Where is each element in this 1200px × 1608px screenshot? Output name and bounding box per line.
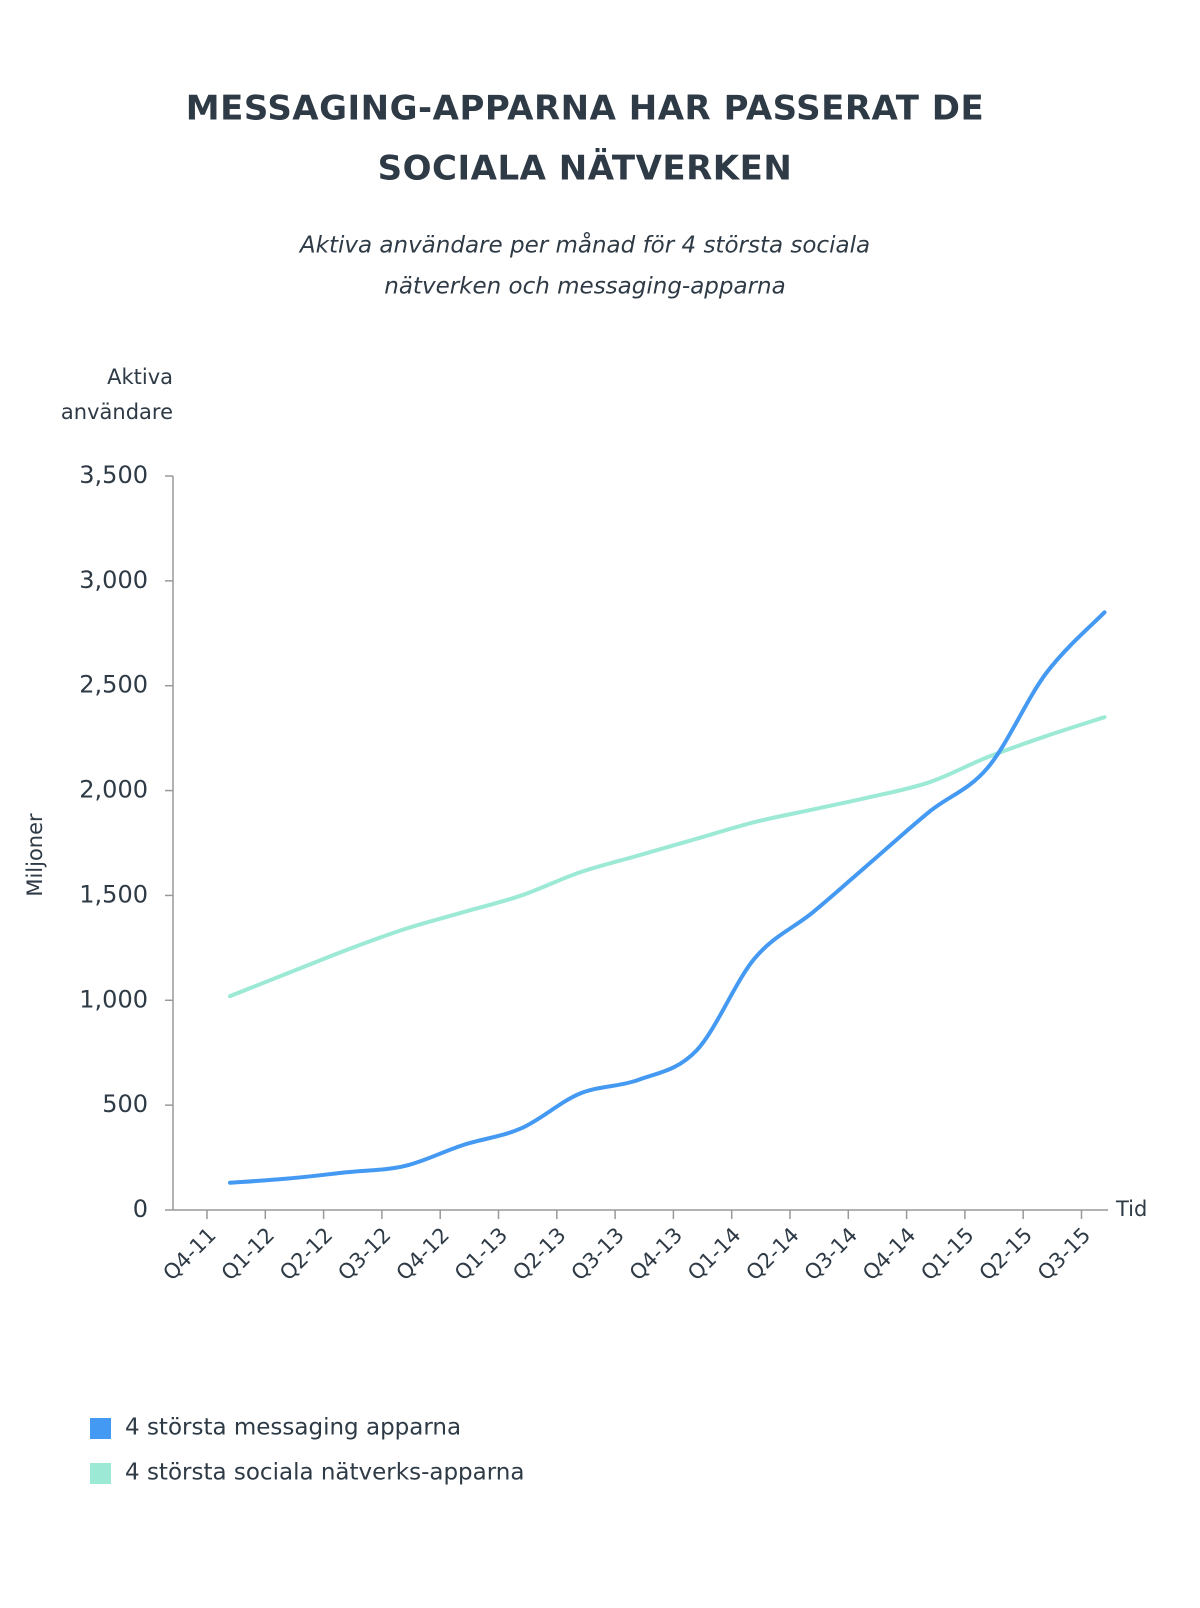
x-tick-label: Q4-11	[158, 1223, 220, 1285]
y-tick-label: 2,500	[79, 671, 148, 699]
x-tick-label: Q2-14	[741, 1223, 803, 1285]
y-tick-label: 2,000	[79, 776, 148, 804]
x-tick-label: Q1-12	[217, 1223, 279, 1285]
y-axis-title: användare	[61, 400, 173, 424]
y-tick-label: 1,500	[79, 880, 148, 908]
x-tick-label: Q1-14	[683, 1223, 745, 1285]
x-tick-label: Q2-15	[975, 1223, 1037, 1285]
x-tick-label: Q3-14	[800, 1223, 862, 1285]
x-tick-label: Q1-15	[916, 1223, 978, 1285]
x-tick-label: Q4-13	[625, 1223, 687, 1285]
chart-title: SOCIALA NÄTVERKEN	[378, 148, 793, 189]
legend-swatch	[90, 1463, 111, 1484]
y-tick-label: 3,500	[79, 461, 148, 489]
legend-swatch	[90, 1418, 111, 1439]
x-tick-label: Q3-12	[333, 1223, 395, 1285]
y-tick-label: 1,000	[79, 985, 148, 1013]
line-series	[228, 610, 1107, 1185]
y-tick-label: 500	[102, 1090, 148, 1118]
x-tick-label: Q1-13	[450, 1223, 512, 1285]
x-axis-title: Tid	[1115, 1197, 1147, 1221]
line-series	[228, 715, 1107, 999]
x-tick-label: Q2-12	[275, 1223, 337, 1285]
x-tick-label: Q2-13	[508, 1223, 570, 1285]
y-axis-unit: Miljoner	[23, 813, 47, 897]
y-tick-label: 0	[133, 1195, 148, 1223]
x-tick-label: Q3-15	[1033, 1223, 1095, 1285]
chart-subtitle: Aktiva användare per månad för 4 största…	[298, 231, 870, 259]
x-tick-label: Q4-14	[858, 1223, 920, 1285]
chart-subtitle: nätverken och messaging-apparna	[384, 274, 785, 300]
y-tick-label: 3,000	[79, 566, 148, 594]
x-tick-label: Q3-13	[567, 1223, 629, 1285]
x-tick-label: Q4-12	[392, 1223, 454, 1285]
legend-label: 4 största sociala nätverks-apparna	[125, 1460, 524, 1486]
y-axis-title: Aktiva	[107, 365, 173, 389]
legend-label: 4 största messaging apparna	[125, 1415, 461, 1441]
chart-title: MESSAGING-APPARNA HAR PASSERAT DE	[186, 89, 984, 129]
